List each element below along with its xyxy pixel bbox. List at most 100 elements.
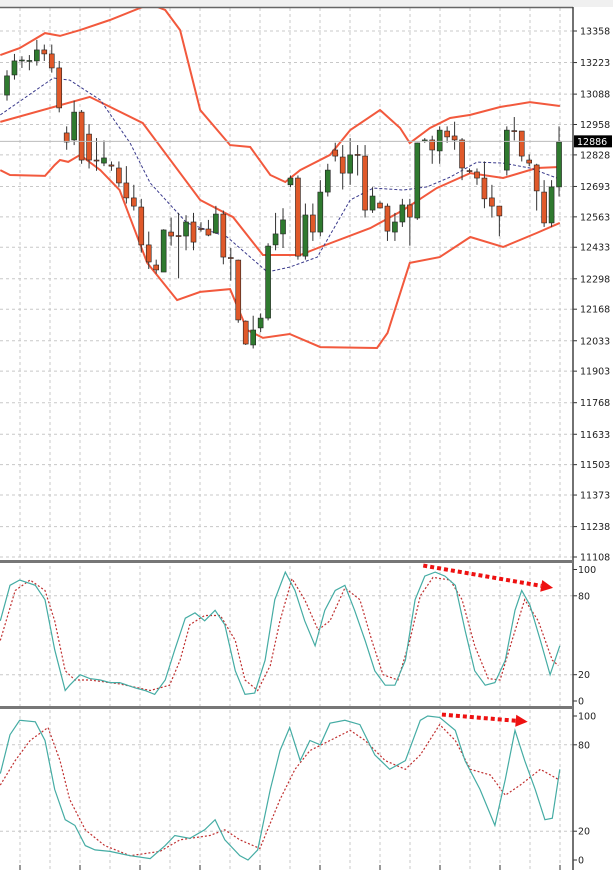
panel-separator xyxy=(0,560,573,563)
bearish-candle xyxy=(526,159,533,164)
bullish-candle xyxy=(4,75,10,96)
bullish-candle xyxy=(324,169,331,193)
bearish-candle xyxy=(444,130,450,138)
bearish-candle xyxy=(235,259,242,321)
top-strip xyxy=(0,0,613,7)
stoch-tick-label: 100 xyxy=(578,712,596,723)
bullish-candle xyxy=(347,154,353,174)
bearish-candle xyxy=(362,155,368,211)
bearish-candle xyxy=(190,221,197,243)
price-tick-label: 12828 xyxy=(580,150,610,161)
bullish-candle xyxy=(548,186,555,224)
stoch-tick-label: 100 xyxy=(578,565,596,576)
price-tick-label: 11108 xyxy=(580,552,610,563)
bearish-candle xyxy=(377,202,383,209)
price-tick-label: 12168 xyxy=(580,305,610,316)
bullish-candle xyxy=(101,157,107,164)
bearish-candle xyxy=(93,159,100,162)
price-tick-label: 12958 xyxy=(580,120,610,131)
price-tick-label: 11768 xyxy=(580,398,610,409)
bullish-candle xyxy=(272,233,279,246)
bearish-candle xyxy=(541,191,547,224)
bearish-candle xyxy=(168,231,174,237)
bearish-candle xyxy=(489,197,495,207)
stoch-tick-label: 20 xyxy=(578,670,590,681)
bearish-candle xyxy=(41,49,48,55)
bullish-candle xyxy=(213,213,219,234)
bearish-candle xyxy=(339,156,346,174)
bullish-candle xyxy=(414,142,421,219)
bollinger-upper-line xyxy=(0,8,560,184)
stoch-tick-label: 0 xyxy=(578,856,584,867)
bullish-candle xyxy=(287,177,294,186)
current-price-label: 12886 xyxy=(577,137,607,148)
price-tick-label: 12033 xyxy=(580,336,610,347)
bullish-candle xyxy=(34,49,40,62)
price-tick-label: 13088 xyxy=(580,90,610,101)
bearish-candle xyxy=(384,205,391,232)
bullish-candle xyxy=(421,139,428,142)
price-tick-label: 11238 xyxy=(580,522,610,533)
price-tick-label: 12693 xyxy=(580,182,610,193)
bearish-candle xyxy=(310,214,316,233)
price-tick-label: 11503 xyxy=(580,460,610,471)
price-tick-label: 13358 xyxy=(580,27,610,38)
stochastic-main-line xyxy=(0,570,561,696)
bearish-candle xyxy=(123,182,130,199)
stoch-tick-label: 80 xyxy=(578,740,590,751)
bearish-candle xyxy=(56,67,63,109)
bearish-candle xyxy=(175,235,182,237)
bullish-candle xyxy=(280,219,286,235)
divergence-arrow-head xyxy=(540,579,554,592)
stoch-tick-label: 80 xyxy=(578,591,590,602)
bearish-candle xyxy=(138,206,145,246)
price-tick-label: 13223 xyxy=(580,58,610,69)
bearish-candle xyxy=(518,130,525,157)
stoch-tick-label: 20 xyxy=(578,827,590,838)
bearish-candle xyxy=(153,264,159,271)
bullish-candle xyxy=(436,129,443,152)
bearish-candle xyxy=(481,177,488,200)
bearish-candle xyxy=(48,53,55,69)
bearish-candle xyxy=(242,320,249,345)
price-tick-label: 12433 xyxy=(580,243,610,254)
bullish-candle xyxy=(369,195,376,211)
stochastic-signal-line xyxy=(0,576,559,692)
price-tick-label: 12563 xyxy=(580,212,610,223)
stochastic-main-line xyxy=(0,715,561,861)
price-tick-label: 11373 xyxy=(580,491,610,502)
bullish-candle xyxy=(250,329,256,346)
stoch-tick-label: 0 xyxy=(578,697,584,708)
bearish-candle xyxy=(116,167,122,184)
stochastic-signal-line xyxy=(0,723,559,857)
bearish-candle xyxy=(228,257,234,259)
bearish-candle xyxy=(145,244,152,263)
bearish-candle xyxy=(63,132,70,143)
panel-separator xyxy=(0,706,573,709)
bearish-candle xyxy=(86,133,92,161)
bearish-candle xyxy=(131,197,137,207)
bullish-candle xyxy=(317,191,324,233)
bullish-candle xyxy=(257,317,264,329)
bearish-candle xyxy=(220,213,227,258)
bearish-candle xyxy=(459,139,465,169)
bollinger-middle-line xyxy=(0,95,557,256)
bullish-candle xyxy=(399,204,406,223)
bearish-candle xyxy=(474,171,480,179)
price-panel xyxy=(0,8,573,350)
bullish-candle xyxy=(504,129,510,171)
bearish-candle xyxy=(108,164,115,167)
bearish-candle xyxy=(332,149,339,157)
moving-average-line xyxy=(0,77,557,273)
bearish-candle xyxy=(78,111,85,161)
divergence-arrow-line xyxy=(422,563,542,588)
bearish-candle xyxy=(466,170,473,172)
divergence-arrow-line xyxy=(441,712,516,723)
price-tick-label: 11633 xyxy=(580,430,610,441)
bearish-candle xyxy=(205,228,212,236)
stochastic-panel-1 xyxy=(0,563,561,696)
bullish-candle xyxy=(11,60,18,76)
bullish-candle xyxy=(556,141,562,188)
